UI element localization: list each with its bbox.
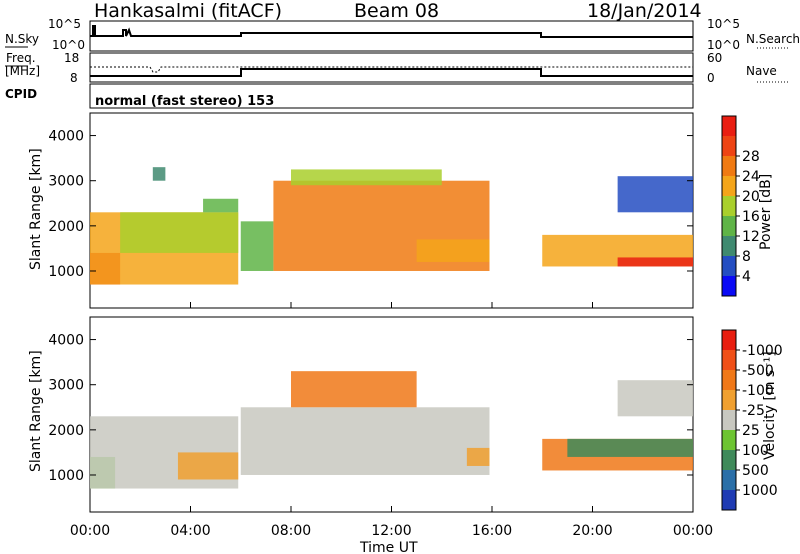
nave-tick-bottom: 0: [707, 71, 715, 85]
ytick-label: 3000: [48, 378, 84, 394]
xtick-label: 00:00: [70, 523, 110, 539]
noise-tick-left-bottom: 10^0: [52, 38, 85, 52]
xtick-label: 00:00: [673, 523, 713, 539]
heatmap-cell: [467, 448, 490, 466]
nave-label: Nave: [746, 64, 777, 78]
heatmap-cell: [417, 239, 490, 262]
colorbar-segment: [722, 330, 736, 350]
colorbar-label: 500: [742, 463, 769, 479]
colorbar-segment: [722, 196, 736, 216]
nsky-label: N.Sky: [5, 32, 39, 46]
nave-tick-top: 60: [707, 51, 722, 65]
heatmap-cell: [241, 407, 490, 475]
colorbar-segment: [722, 430, 736, 450]
velocity-colorbar-label: Velocity [m s⁻¹]: [762, 351, 778, 460]
freq-tick-bottom: 8: [70, 71, 78, 85]
xtick-label: 04:00: [170, 523, 210, 539]
beam-label: Beam 08: [354, 0, 439, 22]
heatmap-cell: [291, 169, 442, 185]
heatmap-cell: [120, 212, 238, 253]
colorbar-segment: [722, 276, 736, 296]
colorbar-segment: [722, 470, 736, 490]
heatmap-cell: [178, 452, 238, 479]
heatmap-cell: [153, 167, 166, 181]
colorbar-segment: [722, 410, 736, 430]
xlabel: Time UT: [359, 540, 418, 554]
heatmap-cell: [291, 371, 417, 407]
radar-summary-plot: Hankasalmi (fitACF) Beam 08 18/Jan/2014 …: [0, 0, 800, 554]
colorbar-segment: [722, 116, 736, 136]
xtick-label: 08:00: [271, 523, 311, 539]
ytick-label: 1000: [48, 468, 84, 484]
power-data: [90, 167, 693, 284]
ytick-label: 3000: [48, 174, 84, 190]
noise-tick-right-bottom: 10^0: [707, 38, 740, 52]
freq-label-line1: Freq.: [6, 51, 36, 65]
ytick-label: 2000: [48, 219, 84, 235]
noise-panel: N.Sky 10^5 10^0 10^5 10^0 N.Search: [5, 17, 800, 52]
ytick-label: 2000: [48, 423, 84, 439]
date-label: 18/Jan/2014: [587, 0, 702, 22]
colorbar-segment: [722, 176, 736, 196]
power-colorbar-label: Power [dB]: [758, 174, 774, 250]
colorbar-label: 4: [742, 269, 751, 285]
heatmap-cell: [618, 176, 693, 212]
ytick-label: 4000: [48, 333, 84, 349]
colorbar-label: 1000: [742, 483, 778, 499]
power-ylabel: Slant Range [km]: [28, 148, 44, 270]
colorbar-segment: [722, 350, 736, 370]
colorbar-label: 28: [742, 149, 760, 165]
colorbar-label: 25: [742, 423, 760, 439]
colorbar-segment: [722, 236, 736, 256]
colorbar-segment: [722, 370, 736, 390]
velocity-ylabel: Slant Range [km]: [28, 350, 44, 472]
ytick-label: 1000: [48, 264, 84, 280]
heatmap-cell: [618, 380, 693, 416]
heatmap-cell: [618, 257, 693, 266]
colorbar-segment: [722, 390, 736, 410]
ytick-label: 4000: [48, 129, 84, 145]
velocity-data: [90, 371, 693, 488]
cpid-label: CPID: [5, 87, 37, 101]
cpid-text: normal (fast stereo) 153: [95, 94, 274, 109]
cpid-panel: CPID normal (fast stereo) 153: [5, 84, 693, 109]
heatmap-cell: [203, 199, 238, 213]
xtick-label: 12:00: [371, 523, 411, 539]
colorbar-segment: [722, 156, 736, 176]
freq-tick-top: 18: [64, 51, 79, 65]
colorbar-segment: [722, 136, 736, 156]
heatmap-cell: [241, 221, 274, 271]
heatmap-cell: [567, 439, 693, 457]
velocity-panel: 1000 2000 3000 4000 Slant Range [km] 1000 50…: [28, 302, 783, 554]
colorbar-segment: [722, 256, 736, 276]
colorbar-segment: [722, 216, 736, 236]
colorbar-segment: [722, 490, 736, 510]
station-title: Hankasalmi (fitACF): [94, 0, 282, 22]
nsearch-label: N.Search: [746, 32, 800, 46]
freq-panel: Freq. [MHz] 18 8 60 0 Nave: [5, 51, 790, 85]
colorbar-segment: [722, 450, 736, 470]
xtick-label: 16:00: [472, 523, 512, 539]
noise-tick-left-top: 10^5: [48, 17, 81, 31]
colorbar-label: 8: [742, 249, 751, 265]
noise-tick-right-top: 10^5: [707, 17, 740, 31]
xtick-label: 20:00: [572, 523, 612, 539]
